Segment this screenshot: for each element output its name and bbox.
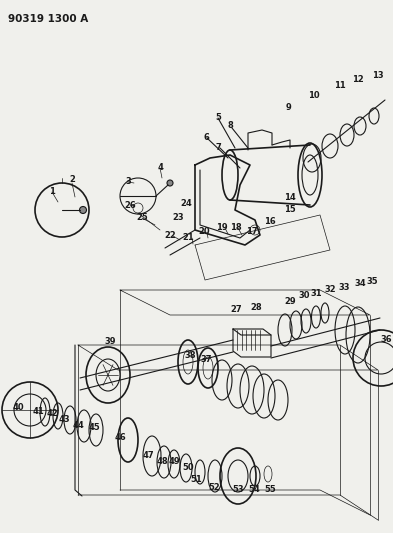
Text: 39: 39	[104, 337, 116, 346]
Text: 43: 43	[58, 416, 70, 424]
Text: 20: 20	[198, 228, 210, 237]
Text: 19: 19	[216, 223, 228, 232]
Text: 55: 55	[264, 486, 276, 495]
Text: 44: 44	[72, 422, 84, 431]
Text: 26: 26	[124, 200, 136, 209]
Text: 17: 17	[246, 228, 258, 237]
Text: 34: 34	[354, 279, 366, 288]
Text: 54: 54	[248, 486, 260, 495]
Text: 23: 23	[172, 214, 184, 222]
Text: 45: 45	[88, 424, 100, 432]
Text: 40: 40	[12, 403, 24, 413]
Text: 4: 4	[157, 164, 163, 173]
Text: 3: 3	[125, 177, 131, 187]
Text: 18: 18	[230, 223, 242, 232]
Text: 51: 51	[190, 475, 202, 484]
Text: 35: 35	[366, 278, 378, 287]
Text: 49: 49	[168, 457, 180, 466]
Text: 33: 33	[338, 284, 350, 293]
Text: 31: 31	[310, 289, 322, 298]
Text: 5: 5	[215, 114, 221, 123]
Text: 11: 11	[334, 82, 346, 91]
Text: 6: 6	[203, 133, 209, 142]
Text: 38: 38	[184, 351, 196, 359]
Text: 27: 27	[230, 305, 242, 314]
Text: 90319 1300 A: 90319 1300 A	[8, 14, 88, 24]
Text: 21: 21	[182, 233, 194, 243]
Text: 15: 15	[284, 206, 296, 214]
Text: 41: 41	[32, 408, 44, 416]
Text: 8: 8	[227, 120, 233, 130]
Text: 14: 14	[284, 193, 296, 203]
Circle shape	[167, 180, 173, 186]
Text: 22: 22	[164, 231, 176, 240]
Text: 1: 1	[49, 188, 55, 197]
Text: 13: 13	[372, 71, 384, 80]
Text: 50: 50	[182, 464, 194, 472]
Text: 47: 47	[142, 451, 154, 461]
Text: 32: 32	[324, 286, 336, 295]
Text: 28: 28	[250, 303, 262, 312]
Text: 53: 53	[232, 486, 244, 495]
Circle shape	[79, 206, 86, 214]
Text: 30: 30	[298, 292, 310, 301]
Text: 42: 42	[46, 409, 58, 418]
Text: 12: 12	[352, 76, 364, 85]
Text: 52: 52	[208, 483, 220, 492]
Text: 7: 7	[215, 143, 221, 152]
Text: 48: 48	[156, 457, 168, 466]
Text: 36: 36	[380, 335, 392, 344]
Text: 10: 10	[308, 91, 320, 100]
Text: 29: 29	[284, 297, 296, 306]
Text: 37: 37	[200, 356, 212, 365]
Text: 24: 24	[180, 199, 192, 208]
Text: 9: 9	[285, 103, 291, 112]
Text: 25: 25	[136, 214, 148, 222]
Text: 2: 2	[69, 175, 75, 184]
Text: 46: 46	[114, 433, 126, 442]
Text: 16: 16	[264, 217, 276, 227]
